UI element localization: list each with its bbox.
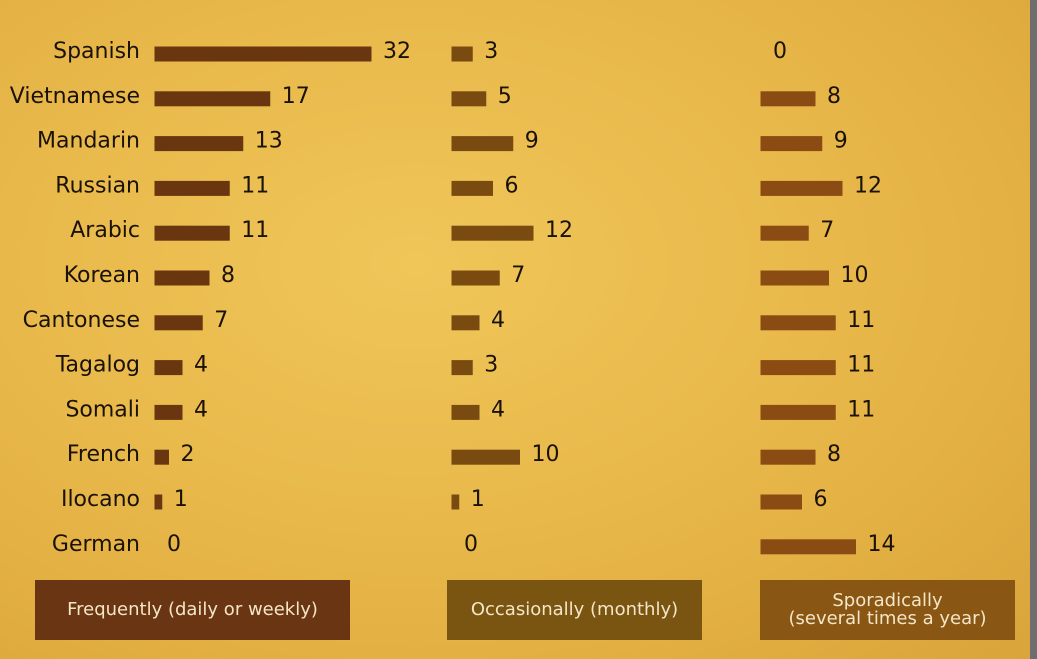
bar bbox=[154, 404, 183, 420]
bar bbox=[154, 315, 203, 331]
value-label: 5 bbox=[498, 84, 512, 109]
value-label: 8 bbox=[827, 84, 841, 109]
value-label: 9 bbox=[834, 129, 848, 154]
category-label: Vietnamese bbox=[10, 84, 140, 109]
value-label: 6 bbox=[505, 173, 519, 198]
category-label: French bbox=[67, 442, 140, 467]
category-label: Tagalog bbox=[55, 353, 140, 378]
bar bbox=[451, 270, 500, 286]
legend-box: Frequently (daily or weekly) bbox=[35, 580, 350, 640]
bar bbox=[760, 136, 823, 152]
value-label: 8 bbox=[827, 442, 841, 467]
value-label: 13 bbox=[255, 129, 283, 154]
value-label: 11 bbox=[241, 173, 269, 198]
value-label: 10 bbox=[532, 442, 560, 467]
value-label: 7 bbox=[820, 218, 834, 243]
bar bbox=[451, 360, 473, 376]
value-label: 32 bbox=[383, 39, 411, 64]
bar bbox=[154, 180, 230, 196]
value-label: 9 bbox=[525, 129, 539, 154]
value-label: 10 bbox=[841, 263, 869, 288]
value-label: 3 bbox=[484, 39, 498, 64]
bar bbox=[760, 315, 836, 331]
value-label: 8 bbox=[221, 263, 235, 288]
bar bbox=[451, 46, 473, 62]
category-label: Arabic bbox=[70, 218, 140, 243]
value-label: 2 bbox=[181, 442, 195, 467]
bar bbox=[760, 494, 802, 510]
category-label: Mandarin bbox=[37, 129, 140, 154]
value-label: 11 bbox=[847, 397, 875, 422]
bar bbox=[154, 225, 230, 241]
bar bbox=[154, 449, 169, 465]
category-label: Russian bbox=[55, 173, 140, 198]
bar bbox=[154, 46, 372, 62]
bar bbox=[154, 136, 244, 152]
category-label: Spanish bbox=[53, 39, 140, 64]
value-label: 7 bbox=[214, 308, 228, 333]
bar bbox=[451, 91, 487, 107]
category-label: Korean bbox=[64, 263, 140, 288]
bar bbox=[760, 270, 829, 286]
value-label: 12 bbox=[545, 218, 573, 243]
bar bbox=[451, 180, 493, 196]
value-label: 4 bbox=[491, 308, 505, 333]
value-label: 0 bbox=[773, 39, 787, 64]
value-label: 7 bbox=[511, 263, 525, 288]
bar bbox=[154, 270, 210, 286]
category-label: Ilocano bbox=[61, 487, 140, 512]
bar bbox=[760, 404, 836, 420]
bar bbox=[154, 360, 183, 376]
bar bbox=[760, 360, 836, 376]
bar bbox=[451, 404, 480, 420]
value-label: 4 bbox=[491, 397, 505, 422]
bar bbox=[154, 494, 163, 510]
bar bbox=[451, 315, 480, 331]
value-label: 0 bbox=[167, 532, 181, 557]
value-label: 12 bbox=[854, 173, 882, 198]
category-label: Somali bbox=[65, 397, 140, 422]
bar bbox=[760, 449, 816, 465]
category-label: German bbox=[52, 532, 140, 557]
value-label: 4 bbox=[194, 397, 208, 422]
legend-box: Sporadically (several times a year) bbox=[760, 580, 1015, 640]
bar bbox=[154, 91, 271, 107]
value-label: 6 bbox=[814, 487, 828, 512]
value-label: 0 bbox=[464, 532, 478, 557]
window-edge bbox=[1030, 0, 1037, 659]
category-label: Cantonese bbox=[23, 308, 140, 333]
bar bbox=[451, 494, 460, 510]
bar bbox=[451, 136, 514, 152]
bar bbox=[760, 225, 809, 241]
value-label: 1 bbox=[471, 487, 485, 512]
value-label: 3 bbox=[484, 353, 498, 378]
bar bbox=[451, 449, 520, 465]
bar bbox=[760, 91, 816, 107]
value-label: 1 bbox=[174, 487, 188, 512]
value-label: 11 bbox=[847, 353, 875, 378]
value-label: 17 bbox=[282, 84, 310, 109]
bar bbox=[760, 180, 843, 196]
bar bbox=[451, 225, 534, 241]
legend-box: Occasionally (monthly) bbox=[447, 580, 702, 640]
value-label: 11 bbox=[241, 218, 269, 243]
bar bbox=[760, 539, 856, 555]
value-label: 4 bbox=[194, 353, 208, 378]
value-label: 11 bbox=[847, 308, 875, 333]
value-label: 14 bbox=[868, 532, 896, 557]
